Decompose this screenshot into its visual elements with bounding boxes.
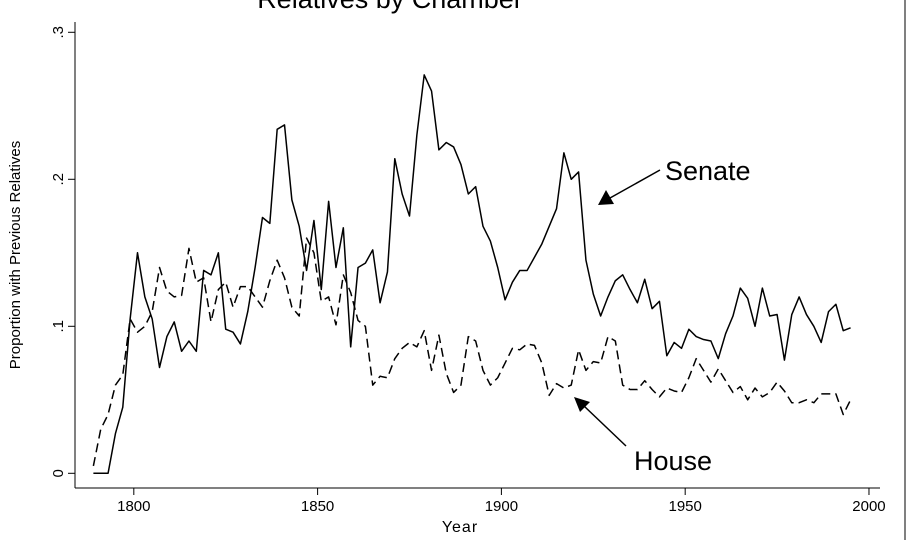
series-line <box>92 237 852 467</box>
annotation-senate: Senate <box>665 156 751 186</box>
x-axis-label: Year <box>442 519 478 536</box>
series-line <box>93 74 851 475</box>
annotation-arrowhead <box>574 397 590 412</box>
annotation-arrow <box>583 405 627 447</box>
annotation-arrow <box>609 169 661 199</box>
x-tick-label: 1900 <box>485 498 518 515</box>
annotation-arrowhead <box>598 190 614 205</box>
x-tick-label: 1800 <box>117 498 150 515</box>
y-axis-label: Proportion with Previous Relatives <box>7 141 24 369</box>
chart-title: Relatives by Chamber <box>257 0 523 14</box>
y-tick-label: .2 <box>50 173 67 186</box>
x-tick-label: 1850 <box>301 498 334 515</box>
x-tick-label: 2000 <box>852 498 885 515</box>
x-tick-label: 1950 <box>668 498 701 515</box>
y-tick-label: .1 <box>50 320 67 333</box>
y-tick-label: 0 <box>50 469 67 477</box>
annotation-house: House <box>634 446 712 476</box>
y-tick-label: .3 <box>50 26 67 39</box>
